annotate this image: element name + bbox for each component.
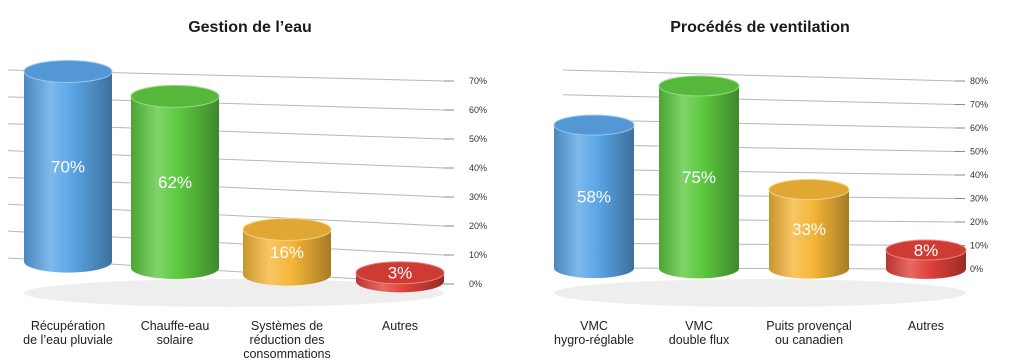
chart-title: Gestion de l’eau	[188, 19, 312, 36]
x-category-label: Systèmes de réduction des consommations	[243, 319, 331, 361]
y-tick-label: 20%	[970, 217, 988, 227]
bar	[768, 179, 850, 279]
chart-ventilation: Procédés de ventilation 0% 10% 20% 30% 40% 50…	[553, 19, 988, 347]
x-category-label: Chauffe-eau solaire	[141, 319, 210, 347]
x-category-label: VMC hygro-réglable	[554, 319, 634, 347]
bar	[355, 261, 445, 293]
gridline	[562, 69, 956, 82]
x-category-label: Récupération de l’eau pluviale	[23, 319, 113, 347]
y-tick-label: 70%	[469, 76, 487, 86]
chart-title: Procédés de ventilation	[670, 19, 850, 36]
x-category-label: Autres	[382, 319, 418, 333]
bar	[658, 75, 740, 279]
y-tick-label: 40%	[469, 163, 487, 173]
bar	[885, 239, 967, 279]
y-tick-label: 30%	[970, 194, 988, 204]
bar	[553, 114, 635, 279]
y-tick-label: 0%	[970, 264, 983, 274]
bar-value-label: 70%	[51, 158, 85, 177]
bar	[23, 60, 113, 273]
y-tick-label: 60%	[970, 123, 988, 133]
y-tick-label: 50%	[469, 134, 487, 144]
y-tick-label: 10%	[469, 250, 487, 260]
x-category-label: Autres	[908, 319, 944, 333]
bar-value-label: 58%	[577, 188, 611, 207]
x-category-label: VMC double flux	[669, 319, 730, 347]
bar-value-label: 16%	[270, 243, 304, 262]
y-tick-label: 20%	[469, 221, 487, 231]
y-tick-label: 30%	[469, 192, 487, 202]
bar-value-label: 33%	[792, 220, 826, 239]
bar	[130, 84, 220, 279]
y-tick-label: 70%	[970, 100, 988, 110]
floor-shadow	[24, 279, 444, 307]
y-tick-label: 10%	[970, 241, 988, 251]
y-tick-label: 0%	[469, 279, 482, 289]
y-tick-label: 40%	[970, 170, 988, 180]
bar	[242, 217, 332, 286]
y-tick-label: 60%	[469, 105, 487, 115]
y-tick-label: 80%	[970, 76, 988, 86]
bar-value-label: 75%	[682, 168, 716, 187]
x-category-label: Puits provençal ou canadien	[766, 319, 851, 347]
bar-value-label: 3%	[388, 264, 413, 283]
bar-value-label: 62%	[158, 173, 192, 192]
chart-water: Gestion de l’eau 0% 10% 20% 30% 40% 50% 60% 70%…	[7, 19, 487, 361]
gridline	[562, 94, 956, 105]
y-tick-label: 50%	[970, 147, 988, 157]
floor-shadow	[554, 279, 966, 307]
bar-value-label: 8%	[914, 241, 939, 260]
